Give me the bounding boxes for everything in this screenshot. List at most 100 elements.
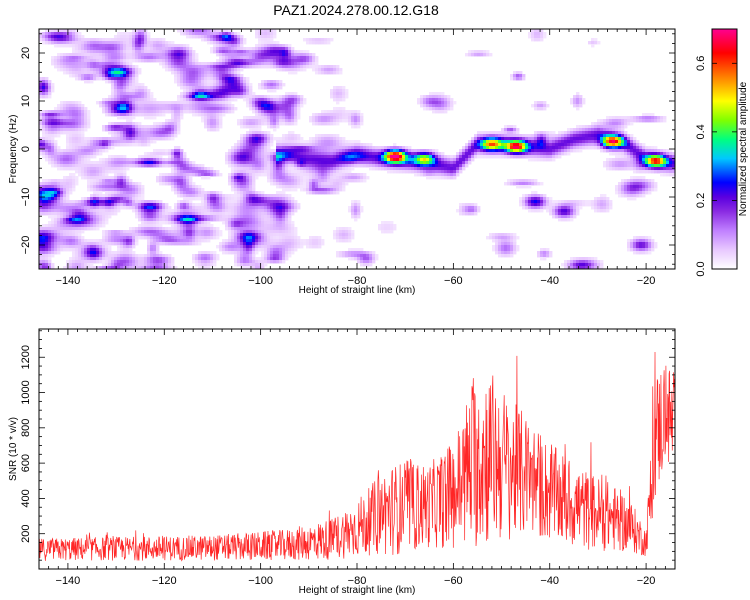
heatmap-cell	[129, 134, 133, 138]
heatmap-cell	[114, 65, 118, 69]
heatmap-cell	[237, 77, 241, 81]
heatmap-cell	[216, 113, 220, 117]
heatmap-cell	[471, 155, 475, 159]
heatmap-cell	[273, 44, 277, 48]
heatmap-cell	[117, 71, 121, 75]
heatmap-cell	[255, 104, 259, 108]
heatmap-cell	[489, 152, 493, 156]
heatmap-cell	[129, 137, 133, 141]
heatmap-cell	[246, 179, 250, 183]
heatmap-cell	[66, 149, 70, 153]
heatmap-cell	[534, 104, 538, 108]
heatmap-cell	[579, 131, 583, 135]
heatmap-cell	[93, 176, 97, 180]
heatmap-cell	[81, 170, 85, 174]
heatmap-cell	[549, 152, 553, 156]
heatmap-cell	[252, 62, 256, 66]
heatmap-cell	[225, 68, 229, 72]
heatmap-cell	[81, 167, 85, 171]
heatmap-cell	[111, 98, 115, 102]
heatmap-cell	[330, 116, 334, 120]
heatmap-cell	[174, 53, 178, 57]
heatmap-cell	[42, 140, 46, 144]
heatmap-cell	[192, 56, 196, 60]
heatmap-cell	[99, 164, 103, 168]
heatmap-cell	[426, 98, 430, 102]
heatmap-cell	[87, 119, 91, 123]
heatmap-cell	[87, 167, 91, 171]
heatmap-cell	[300, 173, 304, 177]
heatmap-cell	[276, 44, 280, 48]
heatmap-cell	[228, 44, 232, 48]
heatmap-cell	[45, 131, 49, 135]
heatmap-cell	[666, 158, 670, 162]
heatmap-cell	[630, 152, 634, 156]
heatmap-cell	[324, 158, 328, 162]
heatmap-cell	[207, 62, 211, 66]
heatmap-cell	[567, 140, 571, 144]
heatmap-cell	[39, 95, 43, 99]
heatmap-cell	[273, 110, 277, 114]
heatmap-cell	[405, 167, 409, 171]
heatmap-cell	[249, 122, 253, 126]
heatmap-cell	[336, 95, 340, 99]
heatmap-cell	[300, 158, 304, 162]
heatmap-cell	[453, 170, 457, 174]
heatmap-cell	[345, 155, 349, 159]
heatmap-cell	[234, 53, 238, 57]
heatmap-cell	[270, 116, 274, 120]
heatmap-cell	[630, 179, 634, 183]
heatmap-cell	[69, 101, 73, 105]
heatmap-cell	[285, 179, 289, 183]
heatmap-cell	[69, 179, 73, 183]
heatmap-cell	[609, 161, 613, 165]
heatmap-cell	[657, 116, 661, 120]
heatmap-cell	[132, 29, 136, 33]
heatmap-cell	[270, 53, 274, 57]
heatmap-cell	[273, 59, 277, 63]
heatmap-cell	[252, 164, 256, 168]
heatmap-cell	[615, 185, 619, 189]
heatmap-cell	[648, 146, 652, 150]
heatmap-cell	[216, 44, 220, 48]
heatmap-cell	[120, 143, 124, 147]
heatmap-cell	[153, 149, 157, 153]
heatmap-cell	[447, 176, 451, 180]
heatmap-cell	[105, 113, 109, 117]
heatmap-cell	[153, 152, 157, 156]
heatmap-cell	[195, 71, 199, 75]
heatmap-cell	[423, 161, 427, 165]
heatmap-cell	[141, 38, 145, 42]
heatmap-cell	[225, 77, 229, 81]
heatmap-cell	[261, 50, 265, 54]
heatmap-cell	[183, 77, 187, 81]
heatmap-cell	[366, 176, 370, 180]
heatmap-cell	[159, 137, 163, 141]
heatmap-cell	[174, 113, 178, 117]
heatmap-cell	[345, 173, 349, 177]
heatmap-cell	[171, 113, 175, 117]
heatmap-cell	[180, 65, 184, 69]
heatmap-cell	[630, 137, 634, 141]
heatmap-cell	[291, 110, 295, 114]
heatmap-cell	[348, 173, 352, 177]
heatmap-cell	[444, 104, 448, 108]
heatmap-cell	[594, 140, 598, 144]
heatmap-cell	[108, 158, 112, 162]
heatmap-cell	[201, 77, 205, 81]
heatmap-cell	[279, 158, 283, 162]
heatmap-cell	[195, 104, 199, 108]
heatmap-cell	[666, 164, 670, 168]
heatmap-cell	[240, 59, 244, 63]
heatmap-cell	[69, 128, 73, 132]
heatmap-cell	[183, 173, 187, 177]
heatmap-cell	[360, 158, 364, 162]
heatmap-cell	[60, 122, 64, 126]
heatmap-cell	[417, 170, 421, 174]
heatmap-cell	[171, 125, 175, 129]
heatmap-cell	[348, 176, 352, 180]
heatmap-cell	[249, 116, 253, 120]
heatmap-cell	[315, 56, 319, 60]
heatmap-cell	[63, 59, 67, 63]
heatmap-cell	[540, 134, 544, 138]
